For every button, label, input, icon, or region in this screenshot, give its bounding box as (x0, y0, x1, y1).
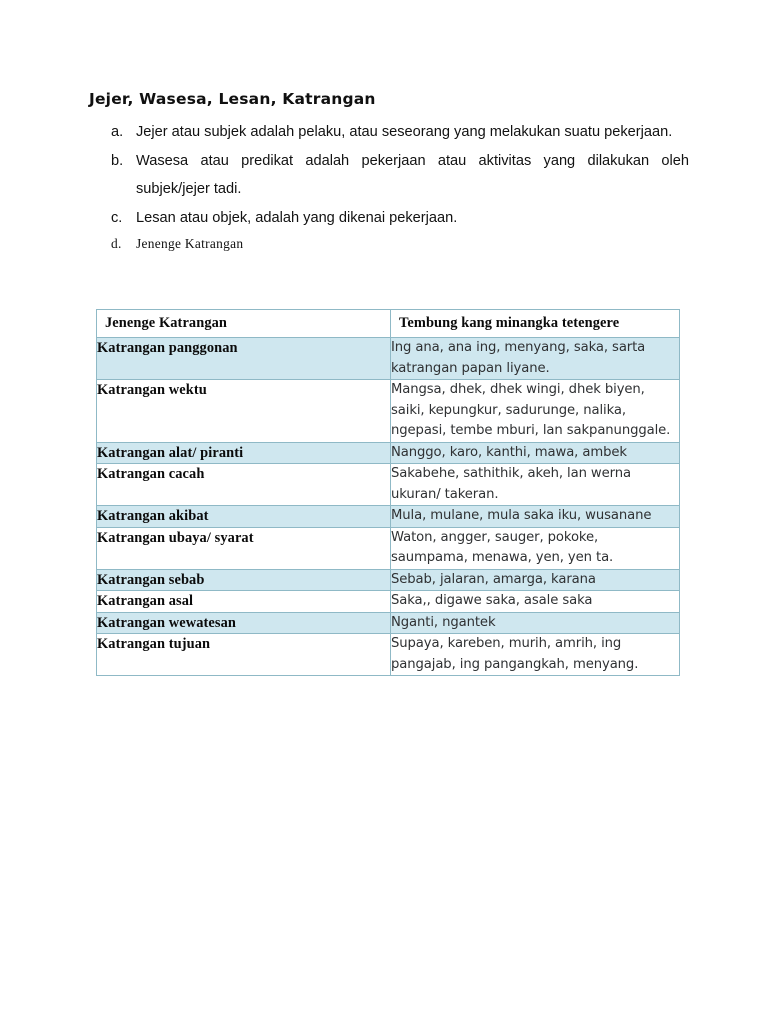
table-row: Katrangan akibat Mula, mulane, mula saka… (96, 505, 680, 528)
table-row: Katrangan sebab Sebab, jalaran, amarga, … (96, 568, 680, 591)
list-item-marker: a. (111, 124, 124, 140)
list-item-text: Jejer atau subjek adalah pelaku, atau se… (136, 124, 673, 140)
list-item-marker: c. (111, 210, 123, 226)
row-name: Katrangan akibat (96, 505, 391, 528)
row-value: Nganti, ngantek (390, 611, 680, 634)
list-item: d. Jenenge Katrangan (111, 233, 689, 255)
row-value: Sebab, jalaran, amarga, karana (390, 568, 680, 591)
row-name: Katrangan wewatesan (96, 611, 391, 634)
list-item-marker: b. (111, 153, 124, 169)
list-item: b. Wasesa atau predikat adalah pekerjaan… (111, 147, 689, 203)
row-name: Katrangan cacah (96, 463, 391, 506)
list-item-marker: d. (111, 236, 122, 251)
list-item: c. Lesan atau objek, adalah yang dikenai… (111, 204, 689, 232)
row-value: Mangsa, dhek, dhek wingi, dhek biyen, sa… (390, 379, 680, 443)
katrangan-table: Jenenge Katrangan Tembung kang minangka … (96, 309, 680, 676)
definition-list: a. Jejer atau subjek adalah pelaku, atau… (111, 118, 689, 256)
row-name: Katrangan asal (96, 590, 391, 613)
table-row: Katrangan ubaya/ syarat Waton, angger, s… (96, 526, 680, 570)
row-value: Waton, angger, sauger, pokoke, saumpama,… (390, 526, 680, 570)
page-title: Jejer, Wasesa, Lesan, Katrangan (89, 90, 376, 108)
table-row: Katrangan alat/ piranti Nanggo, karo, ka… (96, 441, 680, 464)
row-name: Katrangan panggonan (96, 337, 391, 380)
list-item-text: Wasesa atau predikat adalah pekerjaan at… (136, 153, 689, 197)
table-header-row: Jenenge Katrangan Tembung kang minangka … (96, 309, 680, 338)
row-name: Katrangan tujuan (96, 633, 391, 676)
row-name: Katrangan wektu (96, 379, 391, 443)
katrangan-table-wrapper: Jenenge Katrangan Tembung kang minangka … (96, 309, 680, 676)
list-item-text: Jenenge Katrangan (136, 236, 244, 251)
table-row: Katrangan asal Saka,, digawe saka, asale… (96, 590, 680, 613)
row-name: Katrangan alat/ piranti (96, 441, 391, 464)
row-value: Sakabehe, sathithik, akeh, lan werna uku… (390, 463, 680, 506)
table-row: Katrangan wewatesan Nganti, ngantek (96, 611, 680, 634)
column-header-value: Tembung kang minangka tetengere (390, 309, 680, 338)
column-header-name: Jenenge Katrangan (96, 309, 391, 338)
row-value: Supaya, kareben, murih, amrih, ing panga… (390, 633, 680, 676)
row-value: Nanggo, karo, kanthi, mawa, ambek (390, 441, 680, 464)
row-name: Katrangan ubaya/ syarat (96, 526, 391, 570)
table-row: Katrangan panggonan Ing ana, ana ing, me… (96, 337, 680, 380)
list-item: a. Jejer atau subjek adalah pelaku, atau… (111, 118, 689, 146)
row-value: Ing ana, ana ing, menyang, saka, sarta k… (390, 337, 680, 380)
table-row: Katrangan tujuan Supaya, kareben, murih,… (96, 633, 680, 676)
row-value: Saka,, digawe saka, asale saka (390, 590, 680, 613)
list-item-text: Lesan atau objek, adalah yang dikenai pe… (136, 210, 458, 226)
table-row: Katrangan cacah Sakabehe, sathithik, ake… (96, 463, 680, 506)
row-value: Mula, mulane, mula saka iku, wusanane (390, 505, 680, 528)
table-row: Katrangan wektu Mangsa, dhek, dhek wingi… (96, 379, 680, 443)
row-name: Katrangan sebab (96, 568, 391, 591)
